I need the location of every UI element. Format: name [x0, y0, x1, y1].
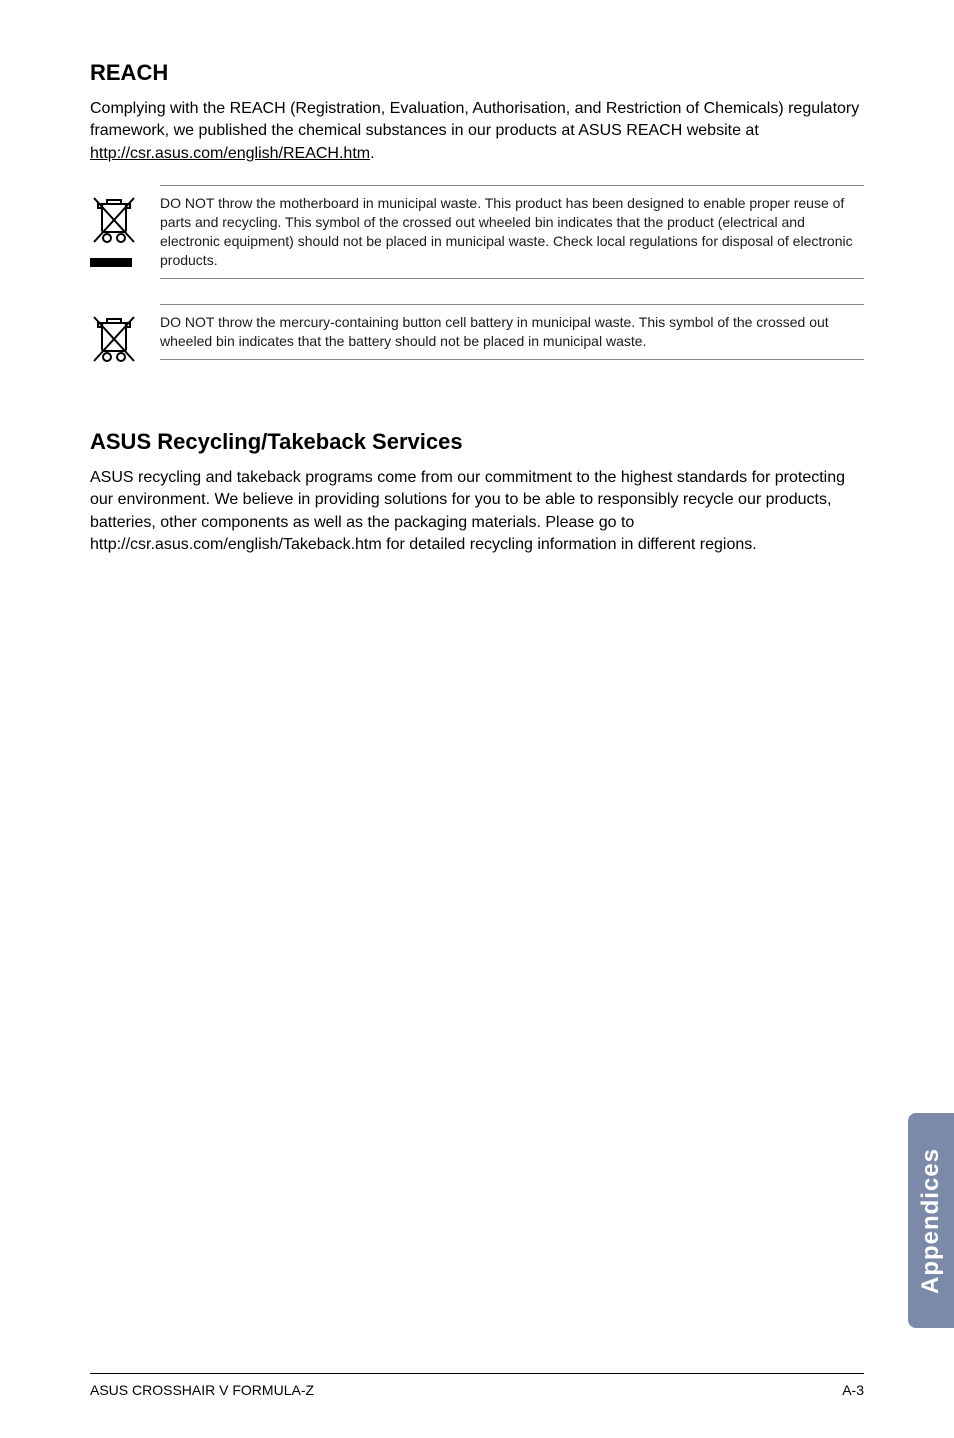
footer: ASUS CROSSHAIR V FORMULA-Z A-3: [90, 1373, 864, 1398]
warning-text: DO NOT throw the mercury-containing butt…: [160, 304, 864, 360]
reach-body-post: .: [370, 145, 374, 162]
warning-icon-cell: [90, 304, 145, 374]
warning-block: DO NOT throw the motherboard in municipa…: [90, 185, 864, 279]
crossed-bin-icon: [90, 190, 138, 250]
recycling-body: ASUS recycling and takeback programs com…: [90, 467, 864, 557]
warning-icon-cell: [90, 185, 145, 267]
reach-title: REACH: [90, 60, 864, 86]
reach-body-pre: Complying with the REACH (Registration, …: [90, 100, 859, 139]
warning-block: DO NOT throw the mercury-containing butt…: [90, 304, 864, 374]
reach-body: Complying with the REACH (Registration, …: [90, 98, 864, 165]
crossed-bin-icon: [90, 309, 138, 369]
recycling-title: ASUS Recycling/Takeback Services: [90, 429, 864, 455]
black-bar-icon: [90, 258, 132, 267]
reach-link[interactable]: http://csr.asus.com/english/REACH.htm: [90, 145, 370, 162]
footer-left: ASUS CROSSHAIR V FORMULA-Z: [90, 1382, 314, 1398]
side-tab: Appendices: [908, 1113, 954, 1328]
side-tab-text: Appendices: [917, 1147, 945, 1293]
footer-right: A-3: [842, 1382, 864, 1398]
warning-text: DO NOT throw the motherboard in municipa…: [160, 185, 864, 279]
